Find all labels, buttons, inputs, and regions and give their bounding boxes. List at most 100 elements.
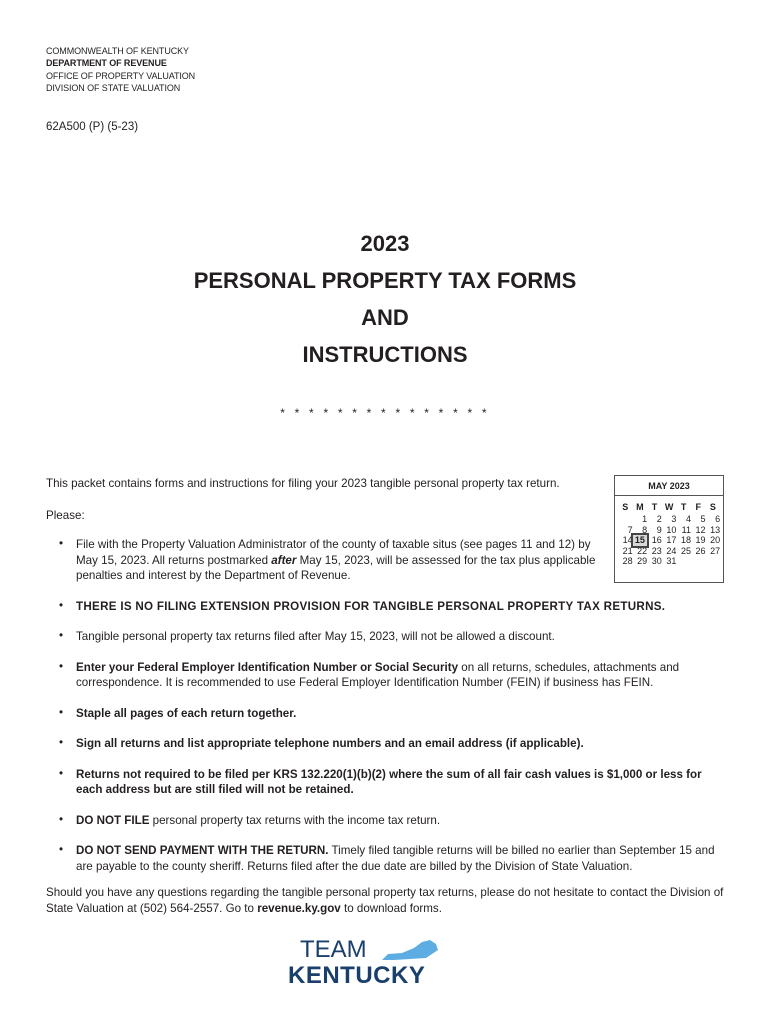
bullet: • xyxy=(59,812,64,826)
intro-text: This packet contains forms and instructi… xyxy=(46,477,560,490)
calendar-day xyxy=(676,556,691,567)
text: DO NOT SEND PAYMENT WITH THE RETURN. xyxy=(76,844,329,857)
header-line: COMMONWEALTH OF KENTUCKY xyxy=(46,46,189,56)
form-number: 62A500 (P) (5-23) xyxy=(46,121,139,133)
text: to download forms. xyxy=(340,902,442,915)
calendar-month: MAY 2023 xyxy=(615,476,723,496)
website-link[interactable]: revenue.ky.gov xyxy=(257,902,341,915)
calendar-day: 19 xyxy=(695,535,706,546)
body-content: This packet contains forms and instructi… xyxy=(46,476,730,989)
text: on all returns, schedules, attachments a… xyxy=(76,660,680,690)
closing-text: Should you have any questions regarding … xyxy=(46,885,730,917)
list-item: • DO NOT FILE personal property tax retur… xyxy=(59,812,730,829)
calendar-day: 5 xyxy=(700,514,706,524)
calendar-day: 18 xyxy=(680,535,691,546)
logo-kentucky: KENTUCKY xyxy=(288,962,426,989)
text: Enter your Federal Employer Identificati… xyxy=(76,660,459,674)
dow: S xyxy=(709,501,716,512)
dow: T xyxy=(680,501,687,512)
calendar-day: 24 xyxy=(666,545,677,556)
bullet: • xyxy=(59,598,64,612)
calendar-day xyxy=(618,514,633,525)
bullet: • xyxy=(59,629,64,642)
text: Staple all pages of each return together… xyxy=(76,706,297,720)
calendar-day: 3 xyxy=(671,514,677,524)
dow: S xyxy=(622,501,629,512)
calendar-day: 21 xyxy=(622,545,633,556)
calendar-day: 16 xyxy=(651,535,662,546)
text: DO NOT FILE xyxy=(76,813,150,827)
page-title: 2023 PERSONAL PROPERTY TAX FORMS AND INS… xyxy=(0,225,770,373)
calendar-day: 22 xyxy=(637,545,648,556)
calendar-day: 20 xyxy=(710,535,721,546)
list-item: • Tangible personal property tax returns … xyxy=(59,629,730,645)
calendar-day: 6 xyxy=(715,514,721,524)
list-item: • THERE IS NO FILING EXTENSION PROVISION … xyxy=(59,598,730,615)
bullet: • xyxy=(59,537,64,550)
calendar-day: 23 xyxy=(651,545,662,556)
bullet: • xyxy=(59,766,64,780)
calendar-day: 30 xyxy=(651,556,662,567)
calendar-day: 26 xyxy=(695,545,706,556)
bullet: • xyxy=(59,659,64,673)
title-line: AND xyxy=(361,305,409,330)
list-item: • DO NOT SEND PAYMENT WITH THE RETURN. Ti… xyxy=(59,843,730,874)
title-line: PERSONAL PROPERTY TAX FORMS xyxy=(193,268,577,293)
calendar-day xyxy=(706,556,721,567)
calendar-day: 2 xyxy=(656,514,662,524)
text: May 15, 2023, will be assessed for the t… xyxy=(76,553,596,583)
calendar-day: 28 xyxy=(622,556,633,567)
calendar-day: 4 xyxy=(685,514,691,524)
calendar-day: 9 xyxy=(656,524,662,535)
calendar-day: 17 xyxy=(666,535,677,546)
calendar-day: 31 xyxy=(666,556,677,567)
title-line: INSTRUCTIONS xyxy=(302,342,468,367)
calendar-day: 1 xyxy=(642,514,648,524)
calendar-week: 14 15 16 17 18 19 20 xyxy=(618,533,721,548)
text: Sign all returns and list appropriate te… xyxy=(76,737,584,750)
agency-header: COMMONWEALTH OF KENTUCKY DEPARTMENT OF R… xyxy=(46,45,195,94)
list-item: • File with the Property Valuation Admini… xyxy=(59,537,600,584)
text: Tangible personal property tax returns f… xyxy=(76,630,555,643)
calendar-day: 8 xyxy=(642,524,648,535)
calendar-day: 25 xyxy=(680,545,691,556)
bullet: • xyxy=(59,736,64,749)
logo-team: TEAM xyxy=(300,936,367,963)
header-line: DIVISION OF STATE VALUATION xyxy=(46,82,181,93)
instruction-list: • File with the Property Valuation Admini… xyxy=(46,537,730,874)
title-line: 2023 xyxy=(360,231,410,256)
calendar-day: 13 xyxy=(710,524,721,535)
due-date-highlight: 15 xyxy=(630,533,650,548)
text: THERE IS NO FILING EXTENSION PROVISION F… xyxy=(76,599,666,613)
separator-stars: * * * * * * * * * * * * * * * xyxy=(280,406,490,420)
calendar-day: 7 xyxy=(627,524,633,535)
dow: M xyxy=(636,501,644,512)
calendar-day: 27 xyxy=(710,545,721,556)
team-kentucky-logo: TEAM KENTUCKY xyxy=(288,937,448,989)
calendar-day xyxy=(691,556,706,567)
list-item: • Sign all returns and list appropriate t… xyxy=(59,736,730,752)
list-item: • Enter your Federal Employer Identificat… xyxy=(59,659,730,691)
text: personal property tax returns with the i… xyxy=(149,813,441,827)
header-line: DEPARTMENT OF REVENUE xyxy=(46,58,167,69)
dow: F xyxy=(695,501,702,512)
text: after xyxy=(271,553,297,567)
calendar-week: 21 22 23 24 25 26 27 xyxy=(618,545,721,557)
list-item: • Returns not required to be filed per KR… xyxy=(59,766,730,798)
dow: T xyxy=(651,501,658,512)
bullet: • xyxy=(59,843,64,856)
calendar-day: 10 xyxy=(666,524,677,535)
header-line: OFFICE OF PROPERTY VALUATION xyxy=(46,70,196,81)
calendar-day: 12 xyxy=(695,524,706,535)
dow: W xyxy=(664,501,674,512)
text: File with the Property Valuation Adminis… xyxy=(76,538,591,567)
text: Timely filed tangible returns will be bi… xyxy=(76,844,715,873)
calendar-week: 28 29 30 31 xyxy=(618,556,720,567)
calendar-day: 29 xyxy=(637,556,648,567)
calendar-day: 11 xyxy=(681,524,691,535)
text: Returns not required to be filed per KRS… xyxy=(76,767,702,797)
calendar-week: 7 8 9 10 11 12 13 xyxy=(618,524,721,536)
